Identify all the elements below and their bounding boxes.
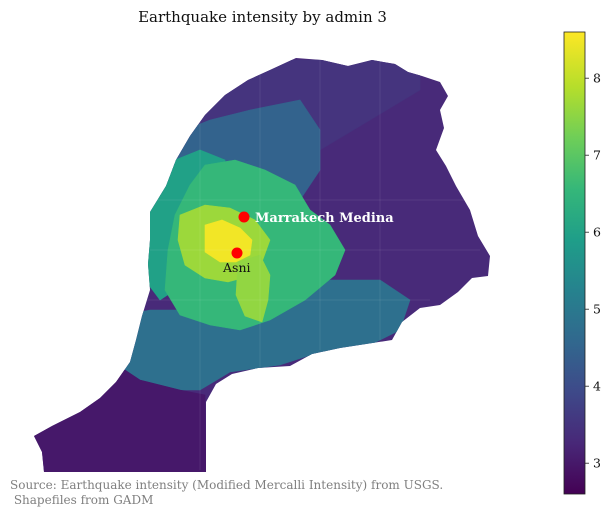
- colorbar-tick-label: 4: [593, 379, 601, 394]
- colorbar-tick-label: 6: [593, 225, 601, 240]
- marrakech-medina-marker: [238, 211, 250, 223]
- colorbar-tick-label: 3: [593, 456, 601, 471]
- marrakech-medina-label: Marrakech Medina: [255, 211, 394, 226]
- admin-boundaries: [140, 60, 480, 470]
- zone-southern-lobe: [235, 254, 271, 323]
- map-title: Earthquake intensity by admin 3: [138, 8, 387, 26]
- colorbar-ticks: 3 4 5 6 7 8: [585, 71, 601, 471]
- colorbar-gradient: [563, 31, 586, 495]
- colorbar-tick-label: 5: [593, 302, 601, 317]
- asni-label: Asni: [222, 260, 251, 275]
- place-markers: Marrakech Medina Asni: [222, 211, 394, 275]
- colorbar-tick-label: 8: [593, 71, 601, 86]
- asni-marker: [231, 247, 243, 259]
- colorbar: 3 4 5 6 7 8: [563, 31, 601, 495]
- colorbar-tick-label: 7: [593, 148, 601, 163]
- source-note: Source: Earthquake intensity (Modified M…: [10, 478, 444, 507]
